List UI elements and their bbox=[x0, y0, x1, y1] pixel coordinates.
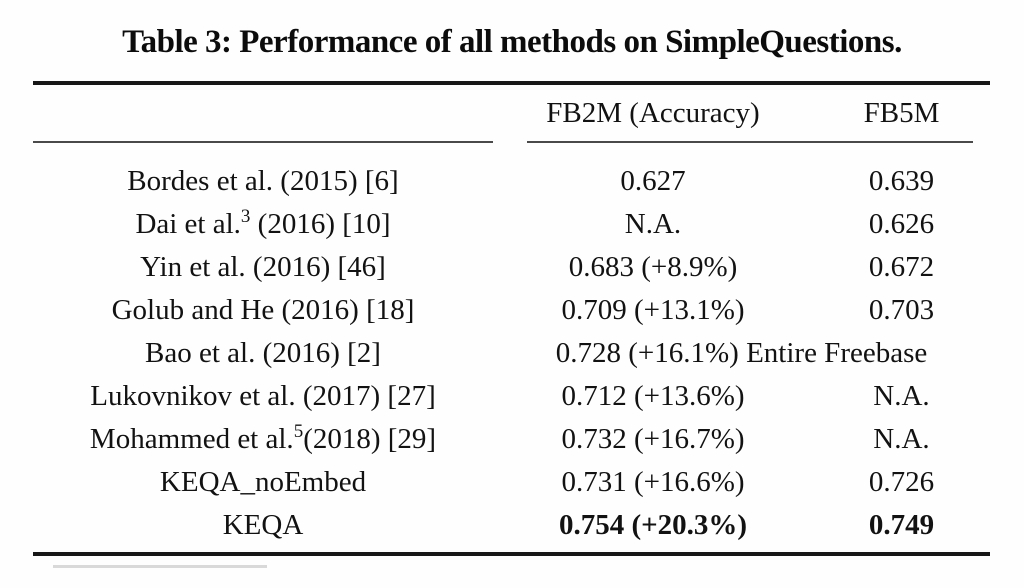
method-text: Golub and He (2016) [18] bbox=[111, 294, 415, 326]
fb2m-cell: 0.732 (+16.7%) bbox=[561, 423, 745, 455]
fb5m-cell: 0.749 bbox=[868, 509, 935, 541]
header-rule-left bbox=[33, 141, 493, 143]
method-text: Dai et al. bbox=[135, 208, 241, 240]
table-row: Bao et al. (2016) [2] 0.728 (+16.1%) Ent… bbox=[33, 332, 990, 375]
method-text-rest: (2018) [29] bbox=[303, 423, 437, 455]
header-rule-right bbox=[527, 141, 973, 143]
method-text: Bordes et al. (2015) [6] bbox=[127, 165, 399, 197]
method-text: Bao et al. (2016) [2] bbox=[145, 337, 381, 369]
fb5m-cell: 0.672 bbox=[868, 251, 935, 283]
table-caption: Table 3: Performance of all methods on S… bbox=[122, 24, 902, 60]
method-text-rest: (2016) [10] bbox=[250, 208, 391, 240]
table-row: KEQA_noEmbed 0.731 (+16.6%) 0.726 bbox=[33, 461, 990, 504]
fb2m-cell: 0.709 (+13.1%) bbox=[561, 294, 745, 326]
method-cell: Bordes et al. (2015) [6] bbox=[33, 165, 493, 198]
fb5m-cell: N.A. bbox=[873, 423, 930, 455]
header-rules bbox=[33, 141, 990, 143]
method-cell: KEQA_noEmbed bbox=[33, 466, 493, 499]
top-rule bbox=[33, 81, 990, 85]
footnote-rule-fragment bbox=[53, 565, 267, 568]
bottom-rule bbox=[33, 552, 990, 556]
table-row: Golub and He (2016) [18] 0.709 (+13.1%) … bbox=[33, 289, 990, 332]
fb5m-cell: 0.726 bbox=[868, 466, 935, 498]
method-cell: Golub and He (2016) [18] bbox=[33, 294, 493, 327]
method-cell: KEQA bbox=[33, 509, 493, 542]
fb2m-cell: 0.683 (+8.9%) bbox=[568, 251, 738, 283]
table-row: KEQA 0.754 (+20.3%) 0.749 bbox=[33, 504, 990, 547]
method-cell: Yin et al. (2016) [46] bbox=[33, 251, 493, 284]
method-text: Lukovnikov et al. (2017) [27] bbox=[90, 380, 436, 412]
fb2m-value: 0.728 (+16.1%) bbox=[555, 337, 739, 369]
table-row: Dai et al.3 (2016) [10] N.A. 0.626 bbox=[33, 203, 990, 246]
fb2m-cell: 0.754 (+20.3%) bbox=[558, 509, 748, 541]
fb2m-fb5m-span-cell: 0.728 (+16.1%) Entire Freebase bbox=[493, 337, 990, 370]
method-text: KEQA bbox=[222, 509, 304, 541]
header-row: FB2M (Accuracy) FB5M bbox=[33, 85, 990, 141]
method-text: Yin et al. (2016) [46] bbox=[140, 251, 386, 283]
method-text: Mohammed et al. bbox=[89, 423, 294, 455]
method-cell: Mohammed et al.5(2018) [29] bbox=[33, 421, 493, 456]
method-text: KEQA_noEmbed bbox=[159, 466, 367, 498]
method-superscript: 5 bbox=[293, 421, 304, 442]
method-cell: Dai et al.3 (2016) [10] bbox=[33, 206, 493, 241]
fb5m-cell: 0.703 bbox=[868, 294, 935, 326]
fb5m-cell: 0.626 bbox=[868, 208, 935, 240]
fb2m-cell: N.A. bbox=[624, 208, 682, 240]
method-cell: Lukovnikov et al. (2017) [27] bbox=[33, 380, 493, 413]
header-fb5m-cell: FB5M bbox=[863, 96, 940, 129]
header-rule-gap bbox=[493, 141, 527, 143]
method-cell: Bao et al. (2016) [2] bbox=[33, 337, 493, 370]
table-row: Mohammed et al.5(2018) [29] 0.732 (+16.7… bbox=[33, 418, 990, 461]
fb5m-value: Entire Freebase bbox=[746, 337, 928, 369]
fb5m-cell: N.A. bbox=[873, 380, 930, 412]
fb2m-cell: 0.731 (+16.6%) bbox=[561, 466, 745, 498]
fb2m-cell: 0.627 bbox=[620, 165, 686, 197]
table-row: Yin et al. (2016) [46] 0.683 (+8.9%) 0.6… bbox=[33, 246, 990, 289]
table-row: Bordes et al. (2015) [6] 0.627 0.639 bbox=[33, 160, 990, 203]
table-row: Lukovnikov et al. (2017) [27] 0.712 (+13… bbox=[33, 375, 990, 418]
table-container: FB2M (Accuracy) FB5M Bordes et al. (2015… bbox=[33, 81, 990, 568]
header-fb2m-cell: FB2M (Accuracy) bbox=[546, 96, 760, 129]
fb2m-cell: 0.712 (+13.6%) bbox=[561, 380, 745, 412]
method-superscript: 3 bbox=[240, 206, 251, 227]
table-body: Bordes et al. (2015) [6] 0.627 0.639 Dai… bbox=[33, 160, 990, 547]
fb5m-cell: 0.639 bbox=[868, 165, 935, 197]
